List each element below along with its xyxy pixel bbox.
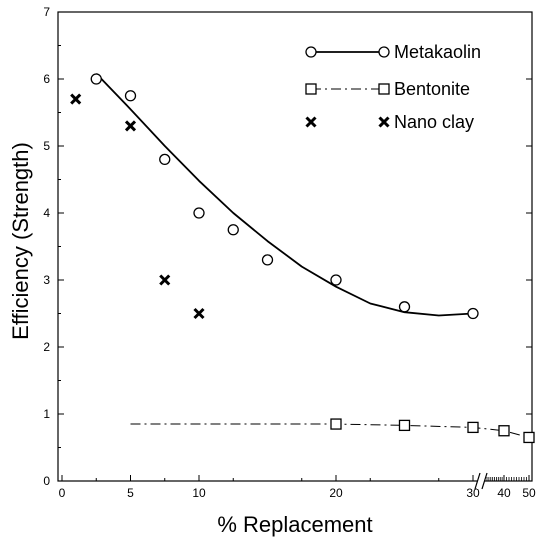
legend-label: Metakaolin: [394, 42, 481, 62]
bentonite-point: [467, 421, 479, 434]
bentonite-line: [130, 423, 530, 438]
y-tick-label: 5: [43, 139, 50, 153]
x-tick-label: 10: [192, 486, 206, 500]
nano-clay-point: [124, 120, 137, 132]
bentonite-point: [398, 419, 411, 432]
legend-marker: [378, 116, 390, 128]
legend-label: Nano clay: [394, 112, 474, 132]
metakaolin-point: [159, 153, 171, 166]
metakaolin-fit-line: [95, 72, 474, 317]
y-tick-label: 2: [43, 340, 50, 354]
y-tick-label: 3: [43, 273, 50, 287]
nano-clay-point: [193, 307, 205, 320]
bentonite-point: [498, 425, 510, 437]
legend-marker: [305, 46, 317, 58]
metakaolin-point: [467, 307, 479, 320]
x-axis: 0 5 10 20 30 40 50: [59, 472, 536, 500]
legend-marker: [378, 46, 390, 58]
metakaolin-point: [398, 301, 411, 313]
nano-clay-point: [159, 274, 171, 286]
series-layer: [70, 72, 535, 444]
y-axis-title: Efficiency (Strength): [8, 142, 33, 340]
x-tick-label: 5: [127, 486, 134, 500]
metakaolin-point: [90, 73, 102, 85]
x-axis-title: % Replacement: [217, 512, 372, 537]
x-tick-label: 40: [497, 486, 511, 500]
legend-marker: [378, 83, 390, 95]
metakaolin-point: [261, 254, 274, 266]
bentonite-point: [523, 431, 535, 444]
x-tick-label: 20: [329, 486, 343, 500]
x-tick-label: 50: [522, 486, 536, 500]
legend: Metakaolin Bentonite Nano clay: [305, 42, 481, 132]
y-tick-label: 0: [43, 474, 50, 488]
y-tick-label: 7: [43, 5, 50, 19]
bentonite-point: [330, 418, 342, 430]
metakaolin-point: [227, 224, 239, 236]
metakaolin-point: [124, 90, 137, 102]
legend-marker: [305, 83, 317, 95]
y-tick-label: 6: [43, 72, 50, 86]
axis-break-gap: [477, 473, 485, 489]
legend-label: Bentonite: [394, 79, 470, 99]
x-tick-label: 30: [466, 486, 480, 500]
nano-clay-point: [70, 93, 82, 105]
x-tick-label: 0: [59, 486, 66, 500]
metakaolin-point: [193, 207, 205, 219]
legend-marker: [305, 116, 317, 128]
axis-break-mark: [481, 472, 488, 490]
y-tick-label: 4: [43, 206, 50, 220]
y-tick-label: 1: [43, 407, 50, 421]
axis-break-mark: [474, 472, 481, 490]
y-axis: 0 1 2 3 4 5 6 7: [43, 5, 532, 488]
metakaolin-point: [330, 274, 342, 286]
